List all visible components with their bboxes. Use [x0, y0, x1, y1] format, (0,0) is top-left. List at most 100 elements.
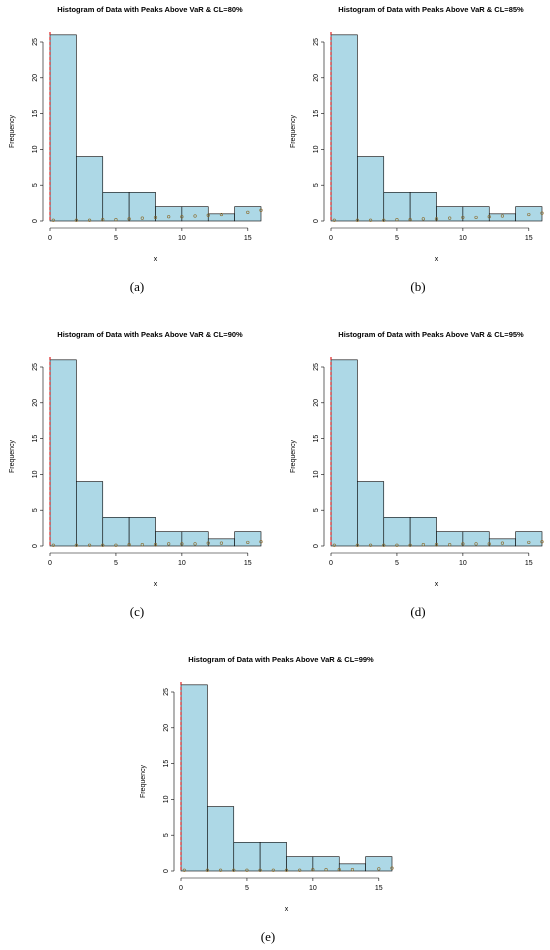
bar [181, 206, 209, 222]
y-axis-label: Frequency [140, 764, 147, 798]
point [390, 866, 394, 870]
caption: (e) [261, 929, 275, 944]
point [474, 542, 478, 546]
x-axis-label: x [285, 906, 289, 913]
point [258, 868, 262, 872]
point [259, 540, 263, 544]
bar [409, 517, 437, 547]
bar [330, 34, 358, 222]
point [245, 868, 249, 872]
caption: (b) [410, 279, 425, 294]
point [271, 868, 275, 872]
x-axis-label: x [154, 256, 158, 263]
x-tick-label: 0 [179, 885, 183, 892]
y-tick-label: 20 [313, 399, 320, 407]
bar [383, 517, 411, 547]
point [101, 217, 105, 222]
y-tick-label: 20 [32, 74, 39, 82]
point [434, 217, 439, 221]
point [368, 218, 373, 222]
y-axis-label: Frequency [9, 114, 16, 148]
caption: (d) [410, 604, 425, 619]
y-tick-label: 20 [313, 74, 320, 82]
point [246, 540, 250, 545]
y-tick-label: 0 [313, 219, 320, 223]
y-tick-label: 25 [313, 363, 320, 371]
y-tick-label: 15 [313, 110, 320, 118]
point [332, 218, 336, 222]
point [461, 542, 465, 546]
bar [233, 842, 261, 872]
x-tick-label: 0 [48, 235, 52, 242]
bar [515, 206, 543, 222]
bar [488, 538, 516, 547]
x-tick-label: 15 [244, 560, 252, 567]
y-tick-label: 0 [163, 869, 170, 873]
point [51, 543, 55, 547]
point [180, 215, 184, 219]
point [527, 212, 531, 217]
caption: (a) [130, 279, 144, 294]
y-tick-label: 20 [32, 399, 39, 407]
point [153, 542, 158, 547]
bar [409, 192, 437, 222]
point [87, 543, 92, 547]
bar [365, 856, 393, 872]
point [382, 218, 386, 222]
y-axis-label: Frequency [290, 439, 297, 473]
point [461, 215, 465, 220]
point [114, 217, 118, 222]
point [408, 543, 412, 547]
point [527, 540, 531, 545]
point [408, 217, 412, 222]
bar [207, 806, 235, 872]
point [540, 211, 544, 215]
point [395, 217, 399, 222]
point [298, 868, 302, 872]
x-tick-label: 5 [114, 235, 118, 242]
x-axis-label: x [154, 581, 158, 588]
point [421, 217, 425, 221]
point [182, 868, 186, 872]
x-tick-label: 0 [48, 560, 52, 567]
chart-title: Histogram of Data with Peaks Above VaR &… [188, 655, 374, 664]
x-axis-label: x [435, 581, 439, 588]
bar [515, 531, 543, 547]
y-axis-label: Frequency [9, 439, 16, 473]
y-tick-label: 10 [32, 145, 39, 153]
y-tick-label: 5 [313, 508, 320, 512]
bar [338, 863, 366, 872]
bar [76, 481, 104, 547]
bar [207, 213, 235, 222]
point [232, 868, 236, 872]
bar [357, 156, 385, 222]
point [324, 867, 328, 872]
y-tick-label: 25 [163, 688, 170, 696]
x-tick-label: 15 [525, 560, 533, 567]
chart-title: Histogram of Data with Peaks Above VaR &… [338, 5, 524, 14]
y-tick-label: 5 [313, 183, 320, 187]
point [193, 542, 197, 546]
y-tick-label: 5 [32, 183, 39, 187]
point [206, 213, 210, 217]
x-tick-label: 5 [245, 885, 249, 892]
point [311, 867, 315, 872]
point [219, 541, 224, 545]
point [448, 216, 452, 220]
point [205, 868, 209, 872]
point [434, 542, 439, 547]
y-tick-label: 20 [163, 724, 170, 732]
bar [155, 531, 183, 547]
bar [155, 206, 183, 222]
y-tick-label: 5 [163, 833, 170, 837]
point [377, 867, 381, 871]
point [487, 542, 491, 546]
x-tick-label: 15 [375, 885, 383, 892]
bar [181, 531, 209, 547]
bar [102, 517, 130, 547]
y-tick-label: 15 [32, 110, 39, 118]
point [421, 542, 425, 547]
point [74, 218, 78, 222]
y-tick-label: 15 [163, 760, 170, 768]
point [206, 541, 210, 545]
